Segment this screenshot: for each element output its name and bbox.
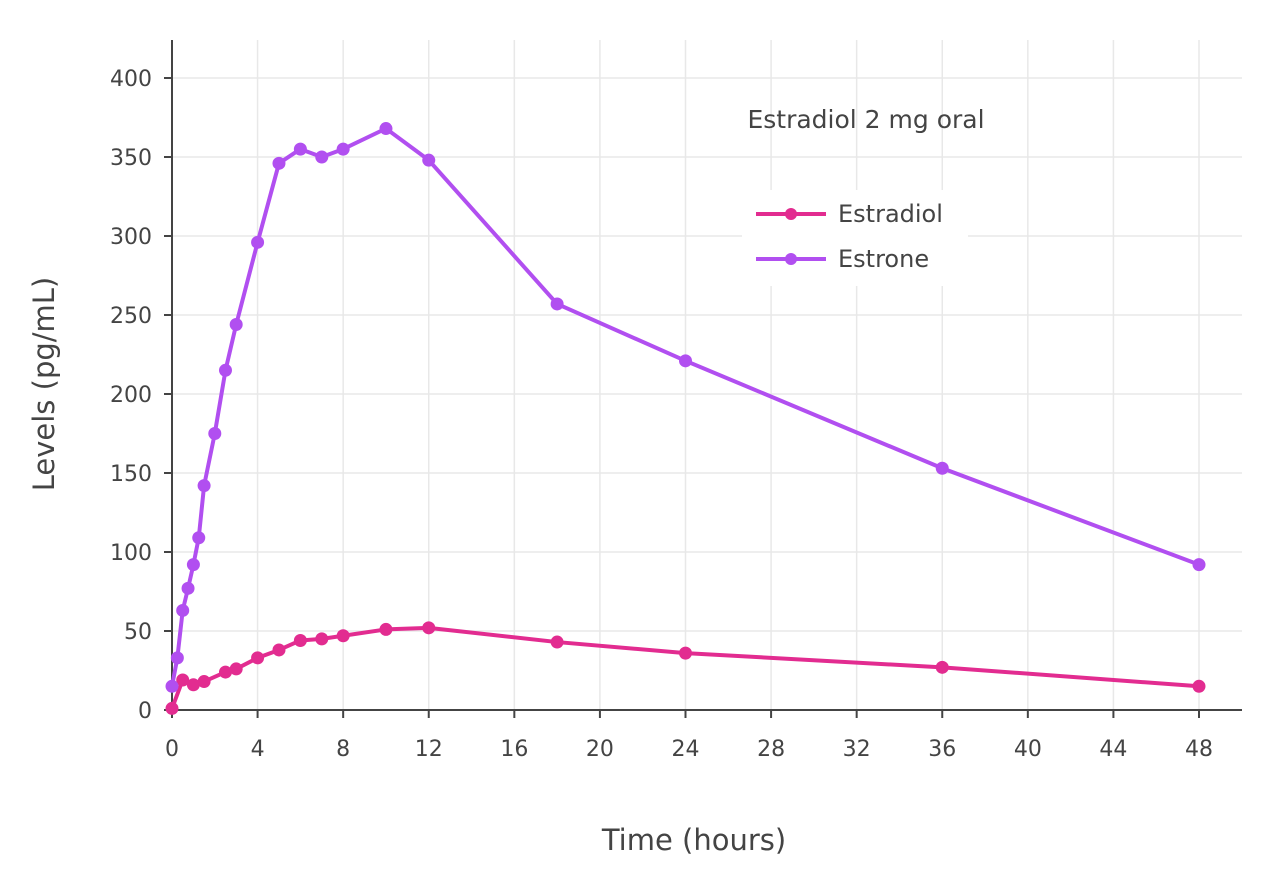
y-tick-label: 350	[110, 146, 152, 171]
data-point-estradiol[interactable]	[197, 675, 211, 689]
data-point-estradiol[interactable]	[379, 622, 393, 636]
data-point-estradiol[interactable]	[550, 635, 564, 649]
data-point-estradiol[interactable]	[422, 621, 436, 635]
series-estrone[interactable]	[165, 122, 1206, 693]
data-point-estrone[interactable]	[272, 156, 286, 170]
x-tick-label: 16	[500, 737, 528, 762]
x-tick-label: 0	[165, 737, 179, 762]
data-point-estrone[interactable]	[176, 603, 190, 617]
data-point-estrone[interactable]	[251, 235, 265, 249]
series-estradiol[interactable]	[165, 621, 1206, 715]
data-point-estrone[interactable]	[181, 581, 195, 595]
legend[interactable]: Estradiol Estrone	[742, 190, 968, 286]
y-tick-label: 250	[110, 304, 152, 329]
data-point-estrone[interactable]	[192, 531, 206, 545]
data-point-estradiol[interactable]	[293, 633, 307, 647]
axes	[164, 40, 1242, 718]
legend-background	[742, 190, 968, 286]
x-tick-label: 44	[1099, 737, 1127, 762]
legend-marker-estradiol	[785, 208, 797, 220]
data-point-estrone[interactable]	[550, 297, 564, 311]
data-point-estrone[interactable]	[935, 461, 949, 475]
x-tick-label: 32	[843, 737, 871, 762]
chart-annotation: Estradiol 2 mg oral	[747, 105, 984, 134]
x-tick-label: 24	[672, 737, 700, 762]
legend-item-estrone[interactable]: Estrone	[756, 245, 929, 273]
data-point-estrone[interactable]	[218, 363, 232, 377]
tick-labels: 0 4 8 12 16 20 24 28 32 36 40 44 4805010015020025030…	[110, 67, 1213, 762]
data-point-estradiol[interactable]	[218, 665, 232, 679]
x-tick-label: 48	[1185, 737, 1213, 762]
data-point-estrone[interactable]	[336, 142, 350, 156]
legend-label-estradiol: Estradiol	[838, 200, 943, 228]
data-point-estradiol[interactable]	[679, 646, 692, 660]
x-tick-label: 28	[757, 737, 785, 762]
data-point-estradiol[interactable]	[272, 643, 286, 657]
data-point-estrone[interactable]	[229, 317, 243, 331]
data-point-estradiol[interactable]	[315, 632, 329, 646]
data-point-estradiol[interactable]	[176, 673, 190, 687]
x-axis-title: Time (hours)	[601, 823, 786, 857]
series	[165, 122, 1206, 715]
data-point-estrone[interactable]	[170, 651, 184, 665]
data-point-estradiol[interactable]	[935, 660, 949, 674]
data-point-estrone[interactable]	[197, 479, 211, 493]
data-point-estrone[interactable]	[293, 142, 307, 156]
data-point-estrone[interactable]	[208, 427, 222, 440]
x-tick-label: 8	[336, 737, 350, 762]
data-point-estradiol[interactable]	[251, 651, 265, 665]
data-point-estrone[interactable]	[186, 558, 200, 572]
data-point-estrone[interactable]	[165, 679, 179, 693]
x-tick-label: 20	[586, 737, 614, 762]
y-tick-label: 150	[110, 462, 152, 487]
data-point-estradiol[interactable]	[229, 662, 243, 676]
data-point-estrone[interactable]	[379, 122, 393, 136]
gridlines	[172, 40, 1242, 710]
legend-marker-estrone	[785, 253, 797, 265]
data-point-estradiol[interactable]	[165, 701, 179, 715]
data-point-estrone[interactable]	[315, 150, 329, 164]
data-point-estrone[interactable]	[422, 153, 436, 167]
y-tick-label: 100	[110, 541, 152, 566]
y-tick-label: 200	[110, 383, 152, 408]
y-axis-title: Levels (pg/mL)	[27, 277, 61, 492]
data-point-estradiol[interactable]	[336, 629, 350, 643]
legend-item-estradiol[interactable]: Estradiol	[756, 200, 943, 228]
y-tick-label: 300	[110, 225, 152, 250]
x-tick-label: 36	[928, 737, 956, 762]
legend-label-estrone: Estrone	[838, 245, 929, 273]
x-tick-label: 12	[415, 737, 443, 762]
data-point-estradiol[interactable]	[1192, 679, 1206, 693]
data-point-estradiol[interactable]	[186, 678, 200, 692]
x-tick-label: 4	[251, 737, 265, 762]
y-tick-label: 50	[124, 620, 152, 645]
data-point-estrone[interactable]	[1192, 558, 1206, 572]
y-tick-label: 0	[138, 699, 152, 724]
data-point-estrone[interactable]	[679, 354, 692, 368]
x-tick-label: 40	[1014, 737, 1042, 762]
y-tick-label: 400	[110, 67, 152, 92]
